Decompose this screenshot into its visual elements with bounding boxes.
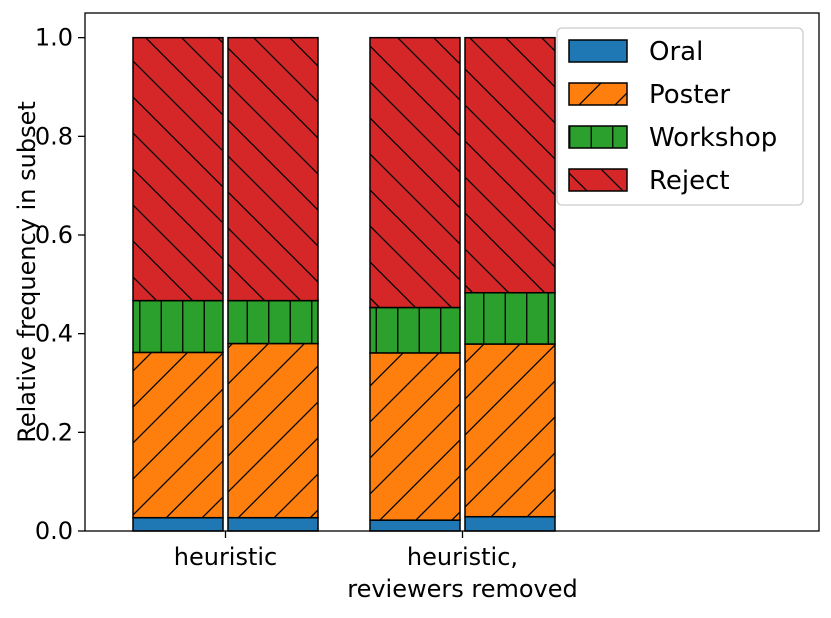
bars-layer	[132, 36, 556, 532]
legend-swatch-hatch-workshop	[569, 126, 627, 148]
bar-hatch-poster-0-0	[133, 352, 223, 518]
x-tick-label: heuristic	[174, 543, 278, 571]
legend-label-reject: Reject	[649, 166, 730, 196]
legend-swatch-outline-poster	[568, 82, 628, 106]
y-tick-label: 0.8	[35, 122, 73, 150]
bar-hatch-workshop-1-0	[370, 307, 460, 353]
legend-swatch-outline-oral	[568, 39, 628, 63]
y-tick-label: 0.0	[35, 517, 73, 545]
bar-oral-1-1	[465, 516, 555, 531]
legend-swatch-outline-reject	[568, 168, 628, 192]
bar-hatch-poster-1-1	[465, 344, 555, 517]
y-axis-label: Relative frequency in subset	[13, 101, 41, 443]
bar-oral-1-0	[370, 520, 460, 531]
bar-oral-0-1	[228, 517, 318, 531]
bar-hatch-poster-1-0	[370, 352, 460, 521]
bar-outline-reject-0-1	[227, 36, 319, 302]
x-axis: heuristic heuristic, reviewers removed	[174, 531, 578, 603]
y-tick-label: 0.2	[35, 418, 73, 446]
bar-outline-reject-1-0	[369, 36, 461, 309]
plot-frame	[84, 12, 820, 532]
bar-hatch-workshop-0-0	[133, 300, 223, 353]
bar-outline-reject-0-0	[132, 36, 224, 302]
bar-hatch-workshop-0-1	[228, 300, 318, 344]
bar-hatch-reject-1-1	[465, 37, 555, 293]
legend-frame	[556, 27, 804, 206]
legend-swatch-hatch-reject	[569, 169, 627, 191]
y-tick-label: 0.6	[35, 221, 73, 249]
legend-label-poster: Poster	[649, 80, 730, 110]
y-tick-label: 1.0	[35, 24, 73, 52]
bar-hatch-reject-0-1	[228, 37, 318, 301]
bar-outline-reject-1-1	[464, 36, 556, 294]
legend-swatch-oral	[569, 40, 627, 62]
legend: Oral Poster Workshop Reject	[556, 27, 804, 206]
legend-label-workshop: Workshop	[649, 123, 777, 153]
legend-swatch-outline-workshop	[568, 125, 628, 149]
bar-oral-0-0	[133, 517, 223, 531]
y-tick-label: 0.4	[35, 320, 73, 348]
bar-hatch-poster-0-1	[228, 343, 318, 518]
x-tick-label: heuristic, reviewers removed	[347, 543, 578, 603]
y-axis: 0.0 0.2 0.4 0.6 0.8 1.0	[35, 24, 85, 545]
bar-hatch-reject-0-0	[133, 37, 223, 301]
bar-hatch-reject-1-0	[370, 37, 460, 308]
legend-label-oral: Oral	[649, 37, 703, 67]
legend-swatch-hatch-poster	[569, 83, 627, 105]
bar-hatch-workshop-1-1	[465, 292, 555, 345]
